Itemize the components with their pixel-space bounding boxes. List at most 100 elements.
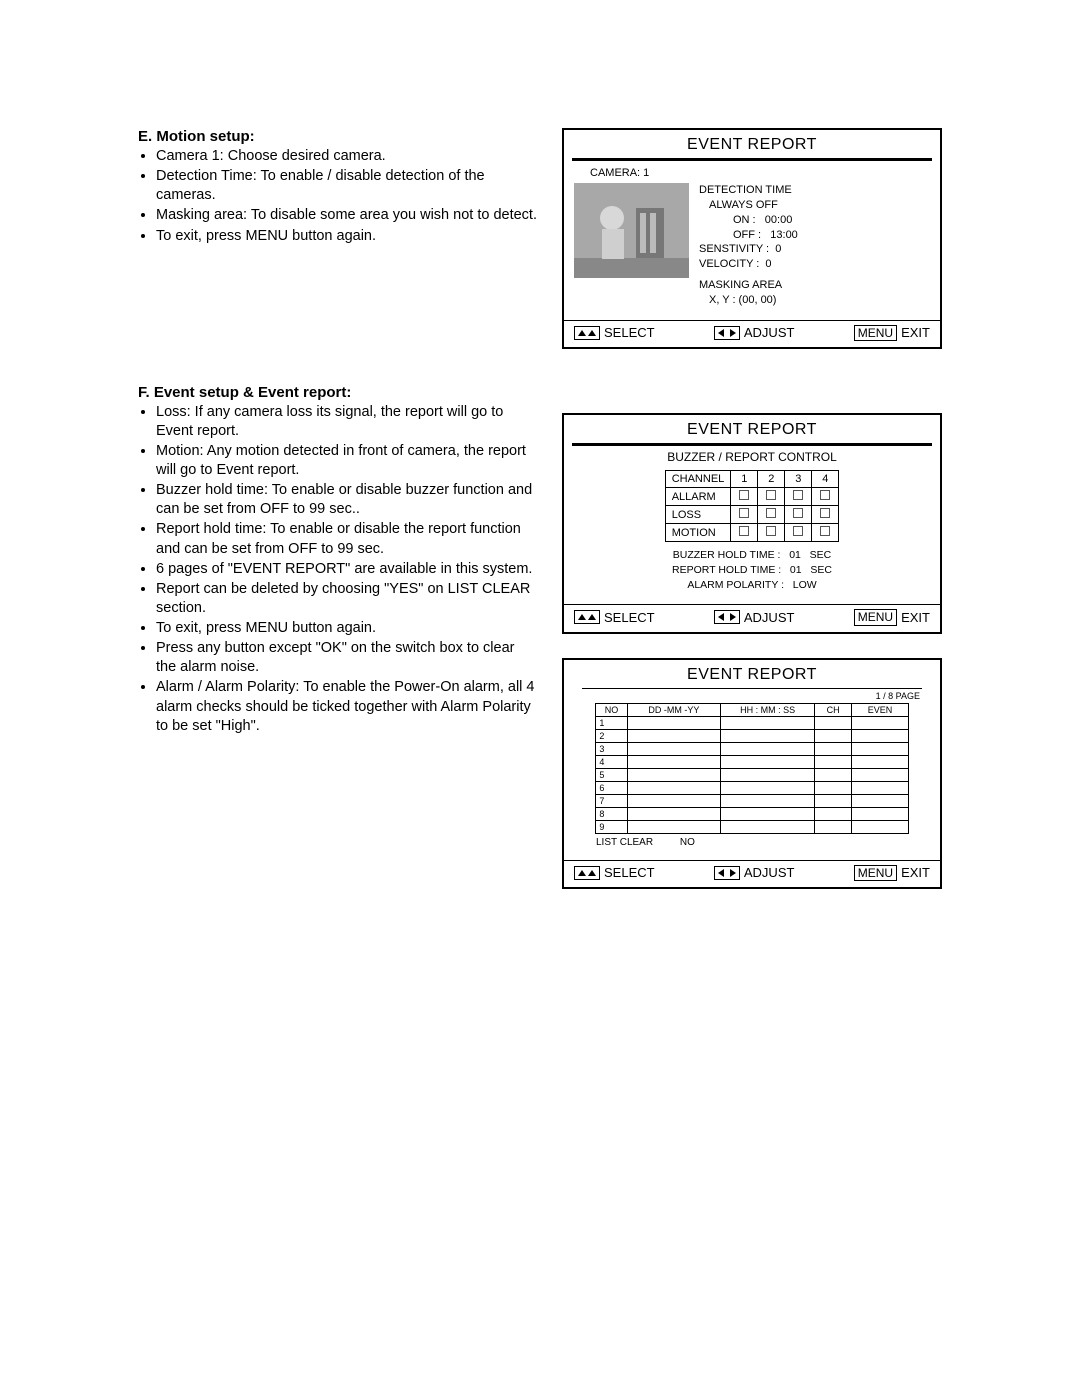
checkbox-cell[interactable]: [812, 506, 839, 524]
row-num: 7: [596, 794, 627, 807]
checkbox-cell[interactable]: [758, 506, 785, 524]
checkbox-cell[interactable]: [785, 506, 812, 524]
row-num: 8: [596, 807, 627, 820]
menu-key-icon: MENU: [854, 609, 897, 625]
row-num: 6: [596, 781, 627, 794]
panel-footer: SELECT ADJUST MENU EXIT: [564, 604, 940, 631]
col-header: 1: [731, 471, 758, 488]
list-clear-label: LIST CLEAR: [596, 837, 653, 848]
bullet: To exit, press MENU button again.: [156, 227, 538, 246]
bullet: Press any button except "OK" on the swit…: [156, 639, 538, 677]
bullet: To exit, press MENU button again.: [156, 619, 538, 638]
buzzer-table: CHANNEL 1 2 3 4 ALLARM LOSS: [665, 470, 840, 542]
list-clear-row: LIST CLEAR NO: [574, 834, 930, 848]
checkbox-cell[interactable]: [812, 488, 839, 506]
bullet: Masking area: To disable some area you w…: [156, 206, 538, 225]
checkbox-cell[interactable]: [731, 488, 758, 506]
masking-area: MASKING AREA: [699, 278, 798, 293]
checkbox-cell[interactable]: [731, 506, 758, 524]
section-f-heading: F. Event setup & Event report:: [138, 384, 538, 401]
row-header: MOTION: [665, 524, 731, 542]
alarm-polarity: ALARM POLARITY : LOW: [574, 578, 930, 593]
sensitivity: SENSTIVITY : 0: [699, 242, 798, 257]
row-header: LOSS: [665, 506, 731, 524]
bullet: Report can be deleted by choosing "YES" …: [156, 580, 538, 618]
up-down-key-icon: [574, 326, 600, 340]
panel-title: EVENT REPORT: [564, 130, 940, 158]
row-header: CHANNEL: [665, 471, 731, 488]
list-clear-value[interactable]: NO: [680, 837, 695, 848]
checkbox-cell[interactable]: [758, 488, 785, 506]
exit-label: EXIT: [901, 325, 930, 340]
camera-label: CAMERA: 1: [574, 167, 930, 183]
row-num: 1: [596, 716, 627, 729]
left-right-key-icon: [714, 866, 740, 880]
right-column: EVENT REPORT CAMERA: 1: [562, 128, 942, 913]
checkbox-cell[interactable]: [785, 488, 812, 506]
up-down-key-icon: [574, 866, 600, 880]
page-indicator: 1 / 8 PAGE: [564, 689, 940, 703]
report-hold-time: REPORT HOLD TIME : 01 SEC: [574, 563, 930, 578]
checkbox-cell[interactable]: [731, 524, 758, 542]
panel-title: EVENT REPORT: [564, 415, 940, 443]
left-column: E. Motion setup: Camera 1: Choose desire…: [138, 128, 538, 764]
th-event: EVEN: [852, 703, 908, 716]
adjust-label: ADJUST: [744, 865, 795, 880]
th-time: HH : MM : SS: [721, 703, 815, 716]
checkbox-cell[interactable]: [812, 524, 839, 542]
panel-buzzer-control: EVENT REPORT BUZZER / REPORT CONTROL CHA…: [562, 413, 942, 633]
velocity: VELOCITY : 0: [699, 257, 798, 272]
panel-title: EVENT REPORT: [564, 660, 940, 688]
detection-time-label: DETECTION TIME: [699, 183, 798, 198]
bullet: Camera 1: Choose desired camera.: [156, 147, 538, 166]
bullet: 6 pages of "EVENT REPORT" are available …: [156, 560, 538, 579]
menu-key-icon: MENU: [854, 325, 897, 341]
adjust-label: ADJUST: [744, 325, 795, 340]
panel-footer: SELECT ADJUST MENU EXIT: [564, 320, 940, 347]
panel-motion-setup: EVENT REPORT CAMERA: 1: [562, 128, 942, 349]
col-header: 4: [812, 471, 839, 488]
panel2-settings: BUZZER HOLD TIME : 01 SEC REPORT HOLD TI…: [574, 548, 930, 592]
th-no: NO: [596, 703, 627, 716]
col-header: 2: [758, 471, 785, 488]
adjust-label: ADJUST: [744, 610, 795, 625]
bullet: Motion: Any motion detected in front of …: [156, 442, 538, 480]
bullet: Buzzer hold time: To enable or disable b…: [156, 481, 538, 519]
th-date: DD -MM -YY: [627, 703, 721, 716]
up-down-key-icon: [574, 610, 600, 624]
exit-label: EXIT: [901, 865, 930, 880]
th-ch: CH: [814, 703, 851, 716]
exit-label: EXIT: [901, 610, 930, 625]
bullet: Alarm / Alarm Polarity: To enable the Po…: [156, 678, 538, 735]
left-right-key-icon: [714, 610, 740, 624]
checkbox-cell[interactable]: [758, 524, 785, 542]
panel-event-list: EVENT REPORT 1 / 8 PAGE NO DD -MM -YY HH…: [562, 658, 942, 889]
xy-coords: X, Y : (00, 00): [699, 293, 798, 308]
section-e-heading: E. Motion setup:: [138, 128, 538, 145]
buzzer-subtitle: BUZZER / REPORT CONTROL: [564, 446, 940, 470]
row-num: 4: [596, 755, 627, 768]
panel-footer: SELECT ADJUST MENU EXIT: [564, 860, 940, 887]
col-header: 3: [785, 471, 812, 488]
on-time: ON : 00:00: [699, 213, 798, 228]
bullet: Report hold time: To enable or disable t…: [156, 520, 538, 558]
row-num: 5: [596, 768, 627, 781]
off-time: OFF : 13:00: [699, 228, 798, 243]
event-table: NO DD -MM -YY HH : MM : SS CH EVEN 1 2 3…: [595, 703, 908, 834]
row-num: 2: [596, 729, 627, 742]
row-header: ALLARM: [665, 488, 731, 506]
menu-key-icon: MENU: [854, 865, 897, 881]
select-label: SELECT: [604, 325, 655, 340]
select-label: SELECT: [604, 610, 655, 625]
buzzer-hold-time: BUZZER HOLD TIME : 01 SEC: [574, 548, 930, 563]
left-right-key-icon: [714, 326, 740, 340]
row-num: 3: [596, 742, 627, 755]
panel1-info: DETECTION TIME ALWAYS OFF ON : 00:00 OFF…: [699, 183, 798, 308]
always-off: ALWAYS OFF: [699, 198, 798, 213]
section-e-bullets: Camera 1: Choose desired camera. Detecti…: [138, 147, 538, 246]
section-f-bullets: Loss: If any camera loss its signal, the…: [138, 403, 538, 736]
camera-thumbnail: [574, 183, 689, 278]
row-num: 9: [596, 820, 627, 833]
checkbox-cell[interactable]: [785, 524, 812, 542]
bullet: Detection Time: To enable / disable dete…: [156, 167, 538, 205]
